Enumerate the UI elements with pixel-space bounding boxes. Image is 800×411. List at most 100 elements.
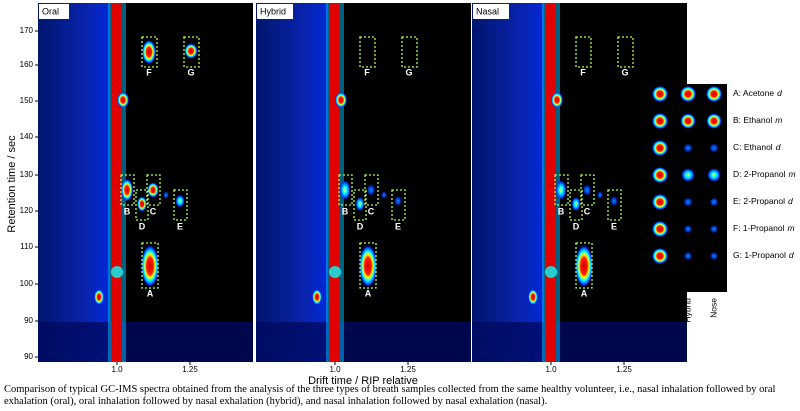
legend-spot [652, 194, 668, 210]
legend-label: D: 2-Propanol [733, 169, 786, 179]
peak-label: A [581, 288, 588, 298]
peak-spot [609, 195, 619, 207]
peak-label: F [364, 67, 370, 77]
legend-spot [683, 224, 693, 234]
legend-entry: G: 1-Propanol d [733, 250, 794, 260]
rip-pinch [545, 266, 557, 278]
peak-spot [121, 179, 133, 201]
spot [381, 191, 387, 199]
spot [335, 92, 347, 108]
y-tick-label: 150 [20, 96, 34, 105]
peak-label: D [573, 221, 580, 231]
legend-column: Nose [708, 298, 718, 318]
peak-box [146, 174, 161, 206]
spot [551, 92, 563, 108]
peak-box [359, 36, 376, 68]
peak-box [135, 189, 149, 221]
y-tick-label: 170 [20, 26, 34, 35]
peak-box [569, 189, 583, 221]
peak-spot [137, 196, 147, 212]
panel-title-box [473, 4, 509, 19]
figure: Retention time / sec Drift time / RIP re… [6, 3, 796, 384]
y-tick-label: 160 [20, 60, 34, 69]
spot [163, 191, 169, 199]
y-tick-label: 140 [20, 132, 34, 141]
legend-mode: d [788, 196, 793, 206]
peak-label: D [357, 221, 364, 231]
peak-spot [359, 245, 377, 287]
peak-label: A [147, 288, 154, 298]
y-tick-label: 110 [20, 242, 33, 251]
x-tick-label: 1.25 [182, 365, 198, 374]
baseline-haze [472, 322, 687, 362]
peak-spot [175, 194, 185, 208]
rip-pinch [111, 266, 123, 278]
peak-label: C [368, 206, 375, 216]
peak-spot [571, 196, 581, 212]
x-tick-label: 1.25 [400, 365, 416, 374]
peak-spot [339, 180, 351, 200]
peak-spot [555, 180, 567, 200]
panel-title: Hybrid [260, 6, 286, 16]
legend-spot [709, 197, 719, 207]
peak-box [580, 174, 595, 206]
panel-title: Oral [42, 6, 59, 16]
peak-box [554, 174, 569, 206]
legend-spot [652, 221, 668, 237]
legend-mode: m [788, 169, 795, 179]
legend-entry: D: 2-Propanol m [733, 169, 796, 179]
spot [312, 289, 322, 305]
legend-mode: d [777, 88, 782, 98]
peak-spot [582, 183, 592, 197]
legend-spot [680, 86, 696, 102]
peak-spot [147, 182, 159, 198]
legend-spot [709, 224, 719, 234]
legend-spot [683, 143, 693, 153]
legend-spot [680, 113, 696, 129]
peak-spot [184, 43, 198, 59]
legend-mode: m [775, 115, 782, 125]
peak-spot [355, 196, 365, 212]
peak-box [120, 174, 135, 206]
y-tick-label: 90 [24, 316, 33, 325]
legend-spot [681, 168, 695, 182]
legend-spot [683, 251, 693, 261]
legend-label: F: 1-Propanol [733, 223, 785, 233]
legend-entry: F: 1-Propanol m [733, 223, 795, 233]
peak-box [607, 189, 622, 221]
legend-spot [652, 248, 668, 264]
rip-line [546, 3, 556, 362]
legend-spot [652, 140, 668, 156]
x-tick-label: 1.0 [329, 365, 341, 374]
peak-label: G [405, 67, 412, 77]
legend-mode: d [789, 250, 794, 260]
peak-box [391, 189, 406, 221]
peak-box [141, 36, 158, 68]
legend-label: G: 1-Propanol [733, 250, 786, 260]
peak-label: E [395, 221, 401, 231]
peak-box [617, 36, 634, 68]
background-haze [38, 3, 110, 362]
peak-spot [141, 245, 159, 287]
peak-box [183, 36, 200, 68]
peak-box [173, 189, 188, 221]
peak-box [141, 242, 159, 289]
peak-label: C [584, 206, 591, 216]
rip-pinch [329, 266, 341, 278]
peak-label: F [580, 67, 586, 77]
legend-entry: C: Ethanol d [733, 142, 781, 152]
peak-label: G [621, 67, 628, 77]
legend-entry: A: Acetone d [733, 88, 782, 98]
panel-title-box [39, 4, 69, 19]
x-tick-label: 1.0 [545, 365, 557, 374]
peak-spot [366, 183, 376, 197]
legend-spot [683, 197, 693, 207]
peak-label: E [177, 221, 183, 231]
peak-label: F [146, 67, 152, 77]
peak-box [359, 242, 377, 289]
peak-label: A [365, 288, 372, 298]
peak-label: B [342, 206, 349, 216]
rip-line [330, 3, 340, 362]
peak-label: C [150, 206, 157, 216]
